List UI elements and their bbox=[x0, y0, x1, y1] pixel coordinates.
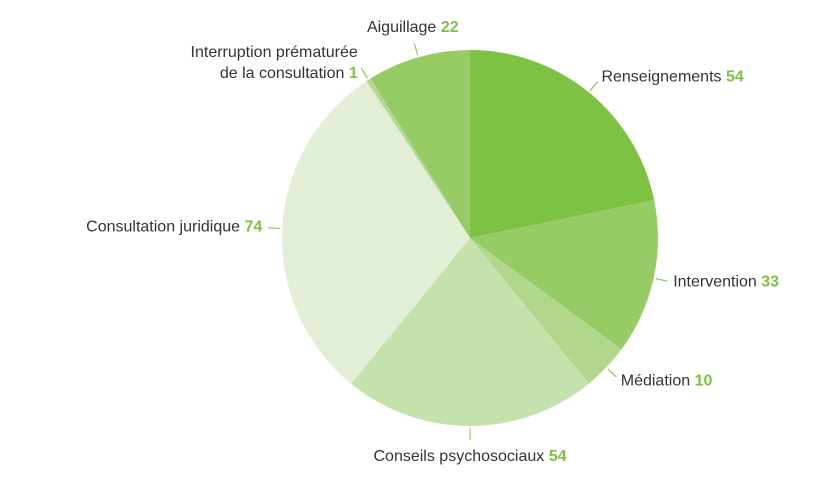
pie-slice bbox=[470, 50, 655, 238]
label-name: Intervention bbox=[673, 273, 757, 291]
slice-label: Intervention 33 bbox=[673, 272, 779, 293]
leader-line bbox=[655, 278, 668, 282]
slice-label: Consultation juridique 74 bbox=[86, 217, 262, 238]
label-value: 74 bbox=[244, 218, 263, 236]
pie-slice bbox=[282, 81, 470, 384]
leader-line bbox=[360, 67, 368, 79]
leader-line bbox=[589, 81, 599, 92]
slice-label: Conseils psychosociaux 54 bbox=[374, 446, 567, 467]
label-value: 10 bbox=[694, 372, 713, 390]
pie-slice bbox=[366, 78, 470, 238]
leader-line bbox=[607, 368, 617, 378]
pie-slice bbox=[370, 50, 470, 238]
label-value: 54 bbox=[548, 448, 567, 465]
pie-slice bbox=[470, 200, 658, 350]
label-value: 1 bbox=[348, 64, 358, 82]
leader-line bbox=[268, 227, 281, 229]
label-name: Interruption prématurée de la consultati… bbox=[190, 43, 358, 82]
label-name: Consultation juridique bbox=[86, 218, 241, 236]
slice-label: Renseignements 54 bbox=[601, 66, 743, 87]
label-value: 54 bbox=[725, 68, 744, 86]
slice-label: Aiguillage 22 bbox=[367, 17, 459, 38]
slice-label: Médiation 10 bbox=[621, 371, 713, 392]
label-value: 22 bbox=[440, 19, 459, 37]
slice-label: Interruption prématurée de la consultati… bbox=[191, 42, 358, 84]
leader-line bbox=[413, 43, 419, 56]
label-name: Aiguillage bbox=[366, 19, 437, 37]
pie-slice bbox=[470, 238, 622, 384]
pie-slice bbox=[351, 238, 589, 426]
label-name: Renseignements bbox=[601, 68, 722, 86]
label-name: Conseils psychosociaux bbox=[373, 448, 545, 465]
label-name: Médiation bbox=[620, 372, 691, 390]
label-value: 33 bbox=[761, 273, 780, 291]
